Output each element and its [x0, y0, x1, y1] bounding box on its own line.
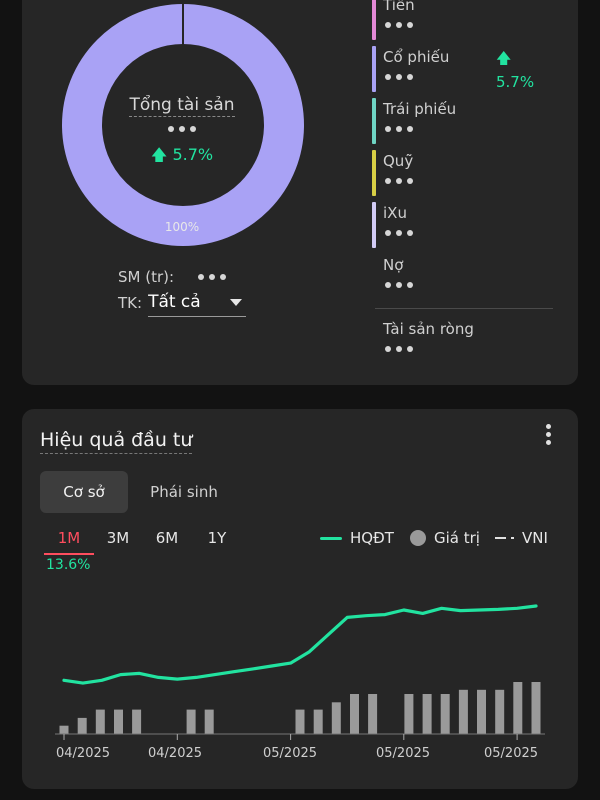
segment-derivatives[interactable]: Phái sinh [150, 483, 218, 501]
asset-change: 🡅 5.7% [496, 48, 552, 91]
more-vertical-icon[interactable] [538, 422, 558, 448]
segment-base[interactable]: Cơ sở [40, 471, 128, 513]
asset-label: iXu [383, 204, 407, 222]
value-bar[interactable] [513, 682, 523, 734]
net-assets-item: Tài sản ròng [372, 318, 552, 364]
x-ticks [63, 734, 518, 740]
legend-hqdt[interactable]: HQĐT [320, 529, 394, 547]
value-bar[interactable] [77, 717, 87, 734]
value-bar[interactable] [422, 694, 432, 734]
asset-item-debt[interactable]: Nợ [372, 254, 552, 300]
donut-slice-label: 100% [164, 220, 200, 234]
color-swatch [372, 150, 376, 196]
performance-chart[interactable] [0, 590, 600, 750]
value-bar[interactable] [495, 689, 505, 734]
color-swatch [372, 202, 376, 248]
asset-label: Nợ [383, 256, 404, 274]
asset-hidden-value [385, 74, 413, 80]
asset-item-ixu[interactable]: iXu [372, 202, 552, 248]
sm-label: SM (tr): [118, 268, 175, 286]
asset-item-funds[interactable]: Quỹ [372, 150, 552, 196]
caret-down-icon [230, 298, 243, 306]
value-bar[interactable] [95, 709, 105, 734]
x-tick-label: 04/2025 [148, 746, 203, 761]
asset-label: Quỹ [383, 152, 414, 170]
asset-hidden-value [385, 230, 413, 236]
asset-item-stocks[interactable]: Cổ phiếu 🡅 5.7% [372, 46, 552, 92]
range-tab-6m[interactable]: 6M [155, 529, 179, 547]
color-swatch [372, 98, 376, 144]
total-assets-title[interactable]: Tổng tài sản [129, 95, 235, 117]
value-bar[interactable] [186, 709, 196, 734]
value-bar[interactable] [350, 694, 359, 734]
legend-label: VNI [522, 529, 548, 547]
circle-swatch [410, 530, 426, 546]
account-select[interactable]: Tất cả [148, 292, 247, 317]
x-tick-label: 05/2025 [263, 746, 318, 761]
legend-label: Giá trị [434, 529, 480, 547]
legend-vni[interactable]: VNI [495, 529, 548, 547]
total-assets-hidden-value [168, 126, 196, 132]
range-tab-3m[interactable]: 3M [106, 529, 130, 547]
value-bar[interactable] [59, 725, 69, 734]
tk-label: TK: [118, 294, 143, 312]
x-tick-label: 05/2025 [376, 746, 431, 761]
legend-label: HQĐT [350, 529, 394, 547]
donut-center: Tổng tài sản 🡅 5.7% [82, 95, 282, 171]
value-bar[interactable] [458, 689, 468, 734]
legend-value[interactable]: Giá trị [410, 529, 480, 547]
value-bar[interactable] [440, 694, 450, 734]
value-bar[interactable] [313, 709, 323, 734]
value-bar[interactable] [114, 709, 123, 734]
asset-item-bonds[interactable]: Trái phiếu [372, 98, 552, 144]
asset-item-cash[interactable]: Tiền [372, 0, 552, 40]
net-assets-hidden-value [385, 346, 413, 352]
allocation-donut-chart[interactable] [62, 0, 306, 250]
value-bar[interactable] [531, 682, 541, 734]
value-bar[interactable] [331, 702, 341, 734]
asset-hidden-value [385, 282, 413, 288]
x-tick-label: 04/2025 [56, 746, 111, 761]
sm-row: SM (tr): [118, 268, 227, 286]
asset-label: Tiền [383, 0, 415, 14]
divider [375, 308, 553, 309]
asset-hidden-value [385, 22, 413, 28]
asset-label: Trái phiếu [383, 100, 457, 118]
asset-change-value: 5.7% [496, 73, 535, 91]
dash-swatch [495, 537, 514, 539]
value-bar[interactable] [404, 694, 414, 734]
range-tab-1y[interactable]: 1Y [207, 529, 227, 547]
asset-hidden-value [385, 178, 413, 184]
color-swatch [372, 0, 376, 40]
asset-label: Cổ phiếu [383, 48, 450, 66]
value-bar[interactable] [477, 689, 486, 734]
value-bar[interactable] [132, 709, 142, 734]
account-select-value: Tất cả [148, 292, 201, 312]
value-bar[interactable] [368, 694, 378, 734]
range-tab-1m[interactable]: 1M [44, 529, 94, 555]
performance-title[interactable]: Hiệu quả đầu tư [40, 429, 193, 454]
selected-range-return: 13.6% [46, 557, 91, 573]
value-bar[interactable] [295, 709, 305, 734]
asset-hidden-value [385, 126, 413, 132]
bar-series [59, 682, 541, 734]
value-bar[interactable] [204, 709, 214, 734]
tk-row: TK: Tất cả [118, 292, 247, 317]
total-assets-change: 🡅 5.7% [82, 144, 282, 171]
arrow-up-icon: 🡅 [496, 49, 512, 67]
hqdt-line [62, 604, 538, 685]
line-swatch [320, 536, 342, 540]
total-assets-change-value: 5.7% [172, 145, 214, 164]
arrow-up-icon: 🡅 [150, 145, 168, 164]
x-tick-label: 05/2025 [484, 746, 539, 761]
color-swatch [372, 46, 376, 92]
sm-hidden-value [198, 274, 227, 280]
net-assets-label: Tài sản ròng [383, 320, 474, 338]
